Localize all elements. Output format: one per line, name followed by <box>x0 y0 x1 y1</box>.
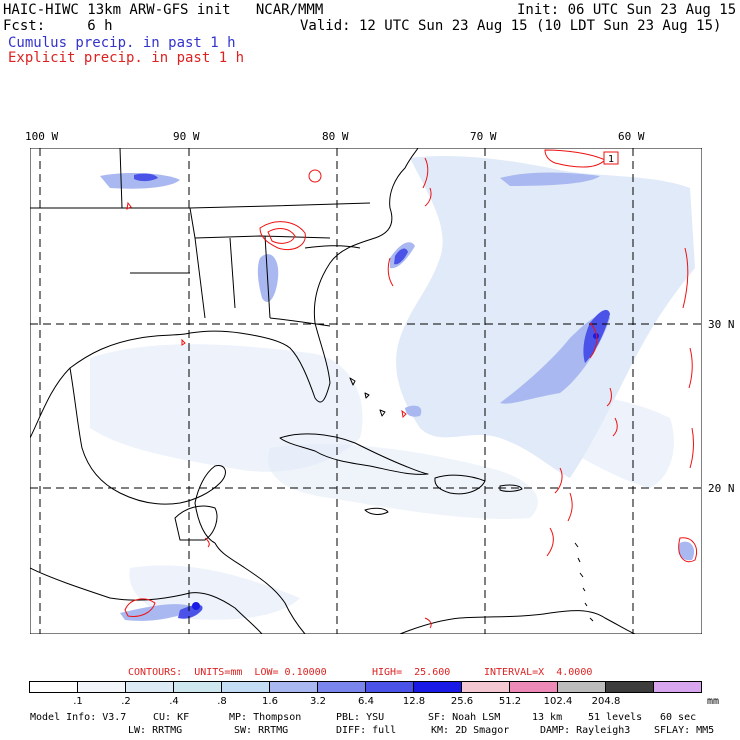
lon-label-100w: 100 W <box>25 130 59 143</box>
legend-tick-label: 51.2 <box>498 696 522 707</box>
legend-swatch <box>509 681 558 693</box>
legend-swatch <box>557 681 606 693</box>
legend-swatch <box>125 681 174 693</box>
lon-label-80w: 80 W <box>322 130 349 143</box>
footer-timestep: 60 sec <box>660 712 697 723</box>
legend-tick-label: 12.8 <box>402 696 426 707</box>
footer-model-info: Model Info: V3.7 <box>30 712 127 723</box>
legend-tick-label: 6.4 <box>358 696 374 707</box>
lat-label-30n: 30 N <box>708 318 735 331</box>
precip-color-legend <box>29 681 702 693</box>
legend-swatch <box>221 681 270 693</box>
footer-lw: LW: RRTMG <box>128 725 183 736</box>
lon-label-60w: 60 W <box>618 130 645 143</box>
legend-swatch <box>605 681 654 693</box>
legend-swatch <box>269 681 318 693</box>
contour-high: HIGH= 25.600 <box>372 667 451 678</box>
footer-cu: CU: KF <box>153 712 190 723</box>
legend-swatch <box>77 681 126 693</box>
legend-tick-label: .4 <box>169 696 179 707</box>
lat-label-20n: 20 N <box>708 482 735 495</box>
footer-damp: DAMP: Rayleigh3 <box>540 725 631 736</box>
legend-swatch <box>317 681 366 693</box>
legend-tick-label: 102.4 <box>543 696 573 707</box>
legend-tick-label: .8 <box>217 696 227 707</box>
footer-sf: SF: Noah LSM <box>428 712 501 723</box>
init-time: Init: 06 UTC Sun 23 Aug 15 <box>517 2 737 18</box>
lat-lon-grid <box>30 148 702 634</box>
legend-unit: mm <box>707 696 720 707</box>
legend-tick-label: 204.8 <box>591 696 621 707</box>
footer-sflay: SFLAY: MM5 <box>654 725 715 736</box>
contour-interval: INTERVAL=X 4.0000 <box>484 667 593 678</box>
legend-tick-label: 1.6 <box>262 696 278 707</box>
max-marker-label: 1 <box>608 154 614 165</box>
coastlines <box>30 148 636 634</box>
footer-levels: 51 levels <box>588 712 643 723</box>
legend-swatch <box>365 681 414 693</box>
legend-swatch <box>413 681 462 693</box>
precip-map: 1 <box>30 148 702 634</box>
cumulus-precip-shading <box>90 156 695 620</box>
legend-swatch <box>29 681 78 693</box>
lon-label-70w: 70 W <box>470 130 497 143</box>
valid-time: Valid: 12 UTC Sun 23 Aug 15 (10 LDT Sun … <box>300 18 722 34</box>
model-title: HAIC-HIWC 13km ARW-GFS init NCAR/MMM <box>3 2 324 18</box>
footer-sw: SW: RRTMG <box>234 725 289 736</box>
legend-tick-label: 3.2 <box>310 696 326 707</box>
contour-info: CONTOURS: UNITS=mm LOW= 0.10000 <box>128 667 327 678</box>
explicit-precip-spot <box>192 333 599 610</box>
legend-tick-label: .2 <box>121 696 131 707</box>
legend-tick-label: 25.6 <box>450 696 474 707</box>
max-marker: 1 <box>603 151 619 165</box>
footer-pbl: PBL: YSU <box>336 712 385 723</box>
field-label-explicit: Explicit precip. in past 1 h <box>8 50 245 66</box>
legend-tick-label: .1 <box>73 696 83 707</box>
footer-diff: DIFF: full <box>336 725 397 736</box>
field-label-cumulus: Cumulus precip. in past 1 h <box>8 35 236 51</box>
footer-km: KM: 2D Smagor <box>431 725 510 736</box>
forecast-hour: Fcst: 6 h <box>3 18 113 34</box>
explicit-precip-contours <box>124 149 697 629</box>
legend-swatch <box>173 681 222 693</box>
lon-label-90w: 90 W <box>173 130 200 143</box>
legend-swatch <box>653 681 702 693</box>
legend-swatch <box>461 681 510 693</box>
footer-resolution: 13 km <box>532 712 563 723</box>
footer-mp: MP: Thompson <box>229 712 302 723</box>
